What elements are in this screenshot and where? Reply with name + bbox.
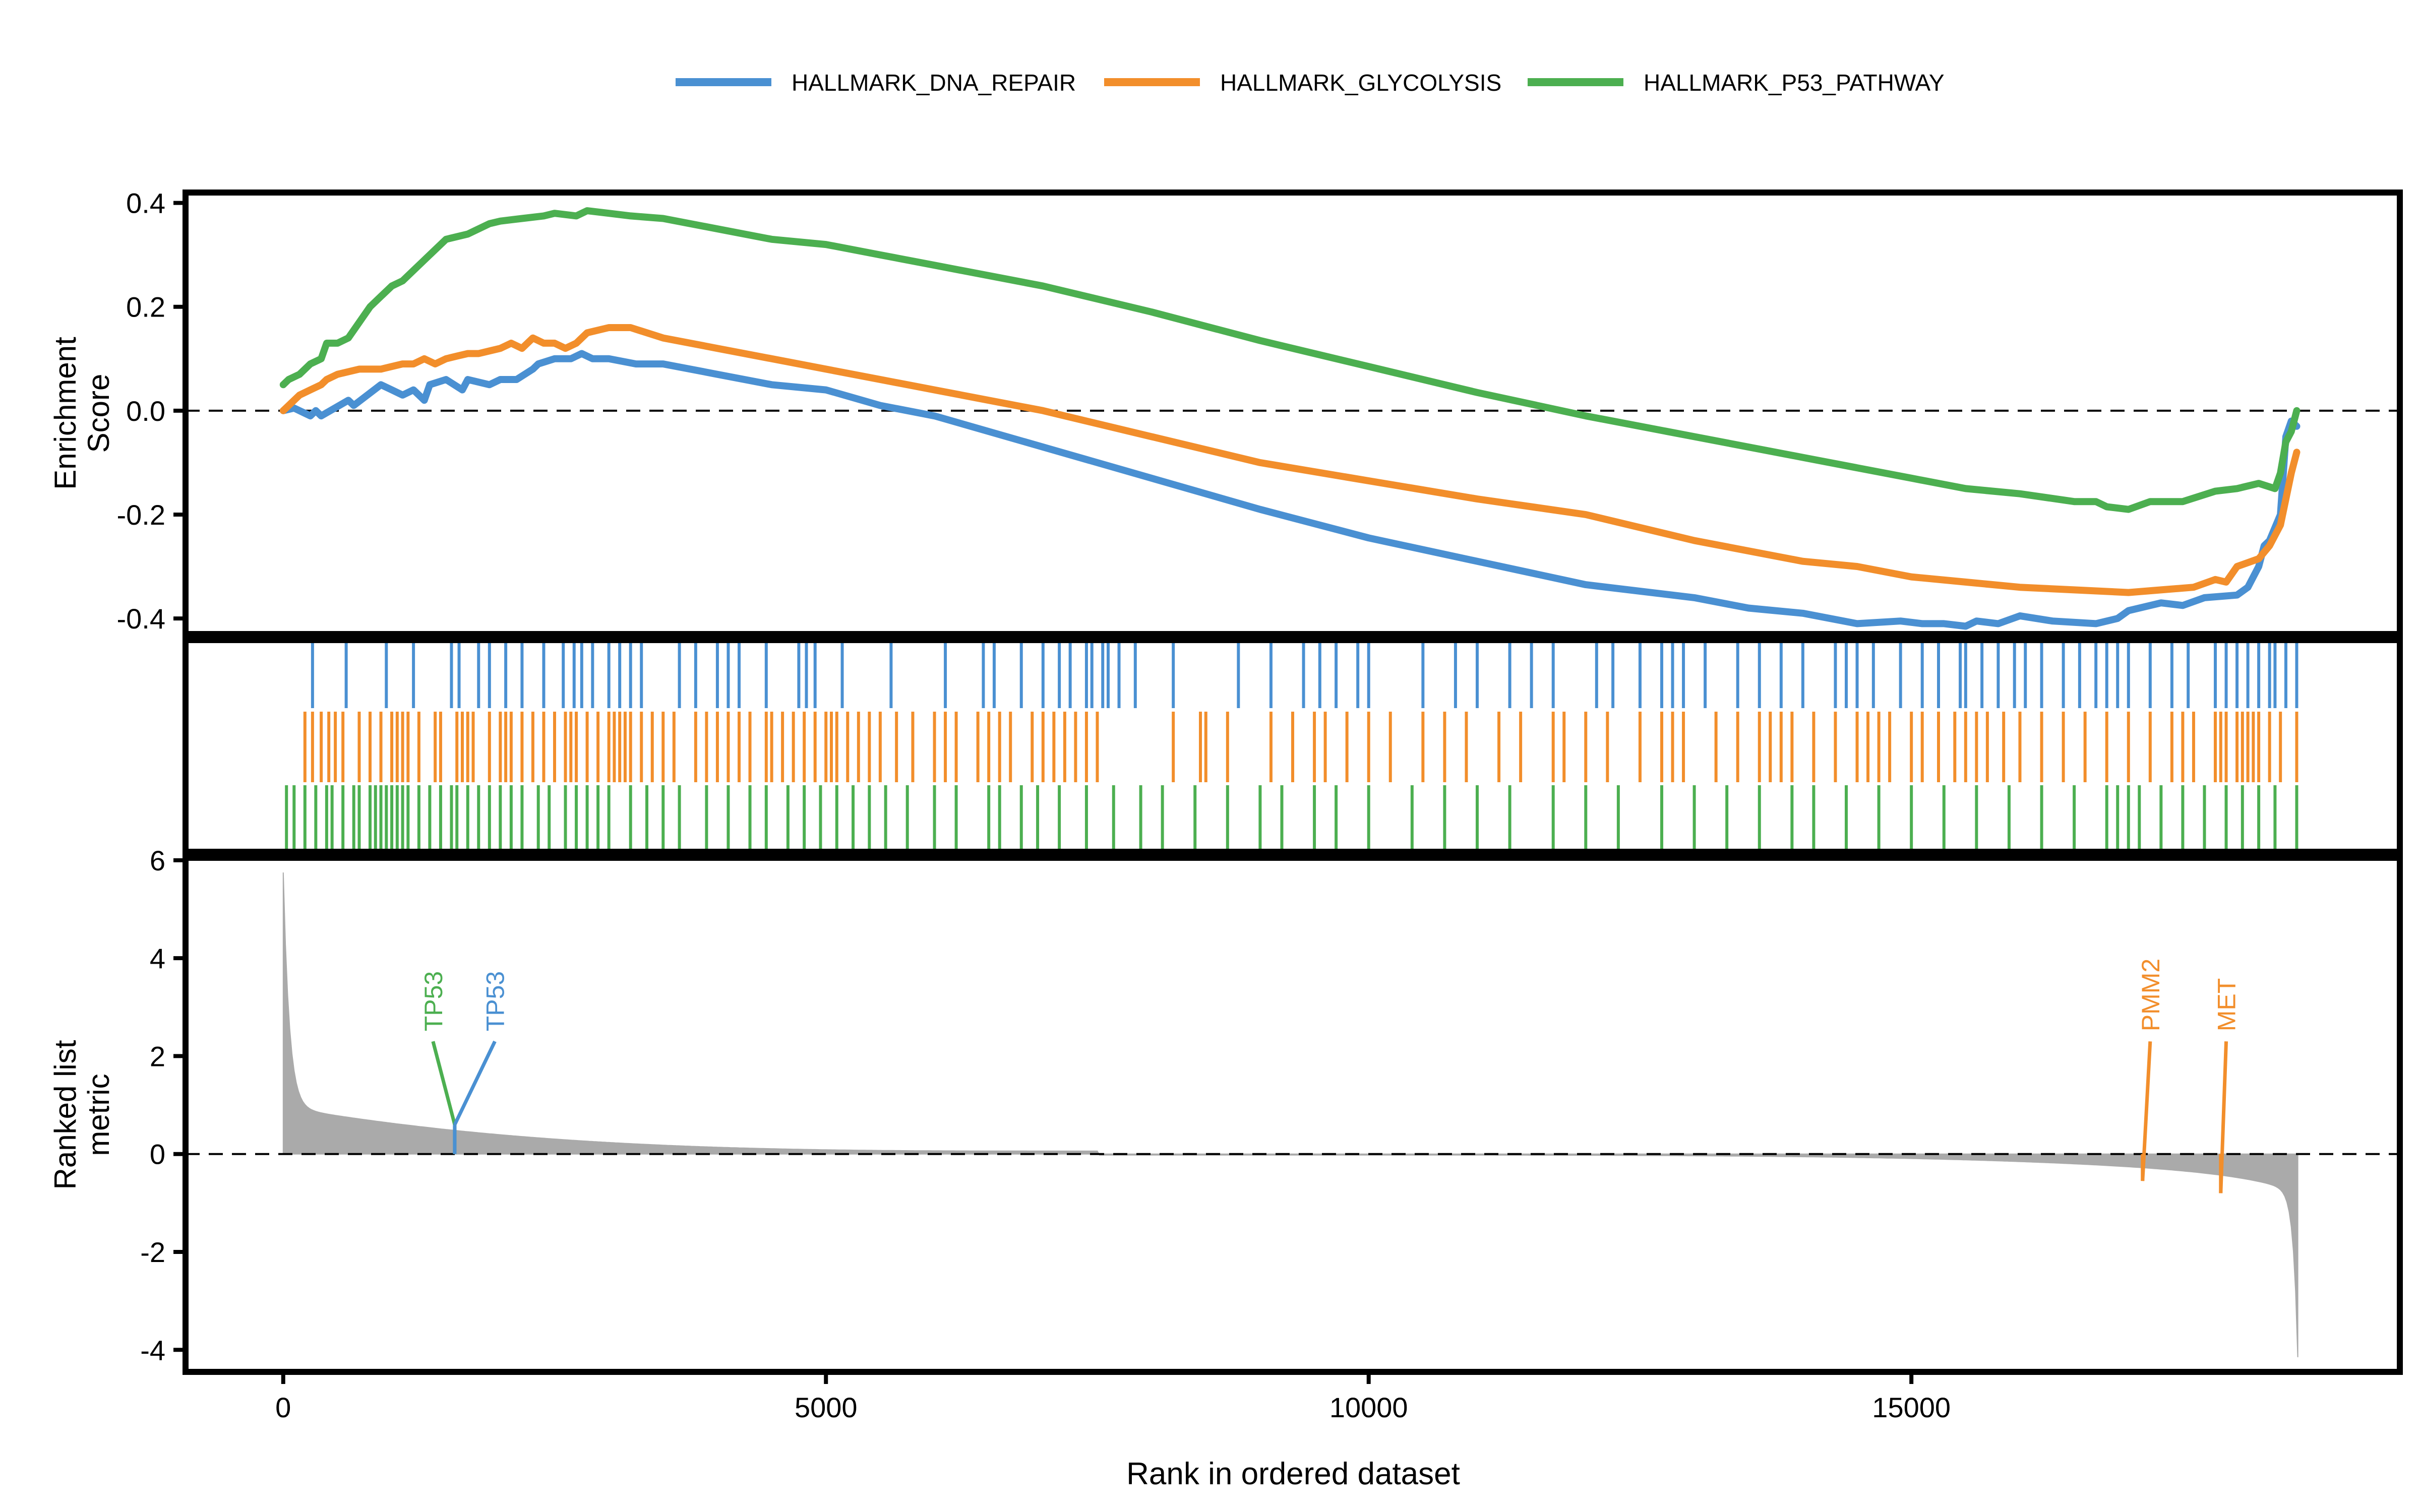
gene-annotation: MET (2213, 978, 2241, 1193)
gene-label: PMM2 (2137, 959, 2165, 1031)
enrichment-y-axis-tick-label: -0.2 (117, 499, 166, 531)
x-tick-label: 10000 (1329, 1392, 1408, 1423)
ranked-y-label-line: metric (82, 1074, 115, 1156)
legend-label: HALLMARK_P53_PATHWAY (1644, 70, 1945, 96)
ranked-y-axis-tick-label: 0 (150, 1139, 165, 1170)
enrichment-panel: 0.4 0.2 0.0 -0.2 -0.4 EnrichmentScore (48, 187, 2403, 637)
enrichment-y-axis-tick-label: 0.4 (126, 187, 165, 219)
gene-label: TP53 (481, 971, 510, 1032)
legend-entry: HALLMARK_DNA_REPAIR (676, 70, 1076, 96)
enrichment-y-label: EnrichmentScore (48, 337, 115, 490)
x-axis-label: Rank in ordered dataset (1126, 1457, 1460, 1491)
enrichment-y-axis-tick-label: -0.4 (117, 603, 166, 635)
gene-annotation: TP53 (419, 971, 457, 1154)
gene-label: TP53 (419, 971, 448, 1032)
legend-label: HALLMARK_DNA_REPAIR (792, 70, 1076, 96)
legend-entry: HALLMARK_GLYCOLYSIS (1104, 70, 1501, 96)
ranked-y-label-line: Ranked list (48, 1040, 82, 1189)
ranked-y-axis-tick-label: -4 (140, 1334, 165, 1366)
enrichment-y-label-line: Score (82, 374, 115, 453)
enrichment-y-label-line: Enrichment (48, 337, 82, 490)
es-curve (279, 324, 2301, 596)
enrichment-y-axis-tick-label: 0.0 (126, 395, 165, 427)
gene-leader-line (453, 1040, 497, 1125)
enrichment-frame (183, 190, 2403, 637)
gene-leader-line (2141, 1041, 2152, 1181)
ranked-y-axis-tick-label: -2 (140, 1236, 165, 1268)
ranked-metric-area (282, 872, 2298, 1357)
gene-label: MET (2213, 978, 2241, 1032)
legend-entry: HALLMARK_P53_PATHWAY (1528, 70, 1945, 96)
x-axis: 0 5000 10000 15000 (275, 1372, 1951, 1423)
gene-leader-line (2219, 1041, 2228, 1193)
ranked-frame (183, 855, 2403, 1375)
x-tick-label: 0 (275, 1392, 291, 1423)
ranked-y-axis-tick-label: 2 (150, 1040, 165, 1072)
ranked-y-axis-tick-label: 6 (150, 845, 165, 876)
legend-label: HALLMARK_GLYCOLYSIS (1220, 70, 1501, 96)
gene-annotation: TP53 (453, 971, 510, 1154)
hit-row (303, 712, 2298, 782)
hit-row (285, 785, 2298, 851)
es-curve (279, 350, 2301, 630)
x-tick-label: 5000 (795, 1392, 858, 1423)
gene-annotation: PMM2 (2137, 959, 2165, 1181)
x-tick-label: 15000 (1872, 1392, 1951, 1423)
ranked-metric-panel: 6 4 2 0 -2 -4 Ranked listmetric TP53 TP53 PMM2 MET (48, 845, 2403, 1375)
ranked-y-label: Ranked listmetric (48, 1040, 115, 1189)
hits-panel (183, 637, 2403, 855)
hits-frame (183, 637, 2403, 855)
es-curve (279, 207, 2301, 513)
gene-leader-line (431, 1041, 457, 1125)
ranked-y-axis-tick-label: 4 (150, 942, 165, 974)
hit-row (311, 643, 2298, 708)
legend: HALLMARK_DNA_REPAIR HALLMARK_GLYCOLYSIS HA… (676, 70, 1945, 96)
enrichment-y-axis-tick-label: 0.2 (126, 291, 165, 323)
